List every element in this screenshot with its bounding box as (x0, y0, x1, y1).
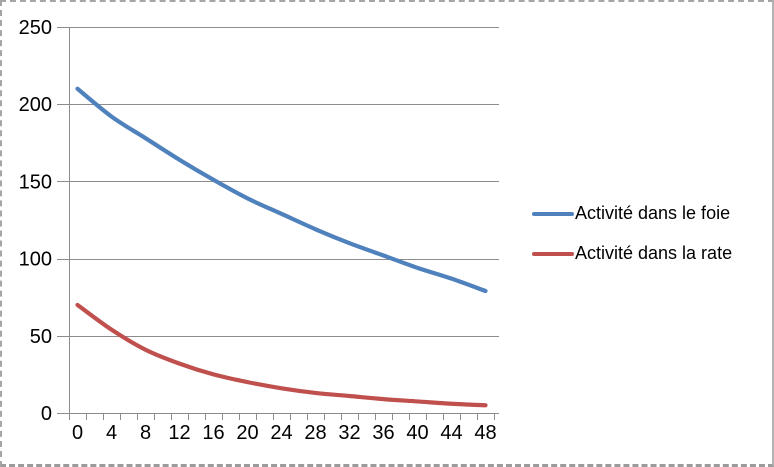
x-axis-label-12: 12 (168, 422, 190, 444)
x-axis-label-24: 24 (270, 422, 292, 444)
x-axis-label-36: 36 (372, 422, 394, 444)
x-axis-label-4: 4 (106, 422, 117, 444)
x-axis-label-28: 28 (304, 422, 326, 444)
y-axis-label-200: 200 (19, 94, 52, 116)
x-axis-label-0: 0 (72, 422, 83, 444)
series-line-rate[interactable] (75, 302, 488, 408)
legend-item-rate[interactable]: Activité dans la rate (532, 240, 732, 267)
x-axis-label-16: 16 (202, 422, 224, 444)
series-line-foie[interactable] (75, 86, 488, 294)
legend-item-foie[interactable]: Activité dans le foie (532, 200, 732, 227)
y-axis-label-250: 250 (19, 17, 52, 39)
legend-label-rate: Activité dans la rate (575, 243, 733, 263)
x-axis-label-48: 48 (474, 422, 496, 444)
legend-line-swatch-rate (532, 251, 574, 256)
x-axis-label-32: 32 (338, 422, 360, 444)
y-axis-label-50: 50 (30, 326, 52, 348)
y-axis-label-150: 150 (19, 171, 52, 193)
y-axis-label-100: 100 (19, 249, 52, 271)
x-axis-label-8: 8 (140, 422, 151, 444)
y-axis-label-0: 0 (41, 403, 52, 425)
legend-label-foie: Activité dans le foie (575, 203, 731, 223)
x-axis-label-40: 40 (406, 422, 428, 444)
chart-legend: Activité dans le foie Activité dans la r… (532, 200, 732, 267)
legend-line-swatch-foie (532, 211, 574, 216)
x-axis-label-20: 20 (236, 422, 258, 444)
x-axis-label-44: 44 (440, 422, 462, 444)
